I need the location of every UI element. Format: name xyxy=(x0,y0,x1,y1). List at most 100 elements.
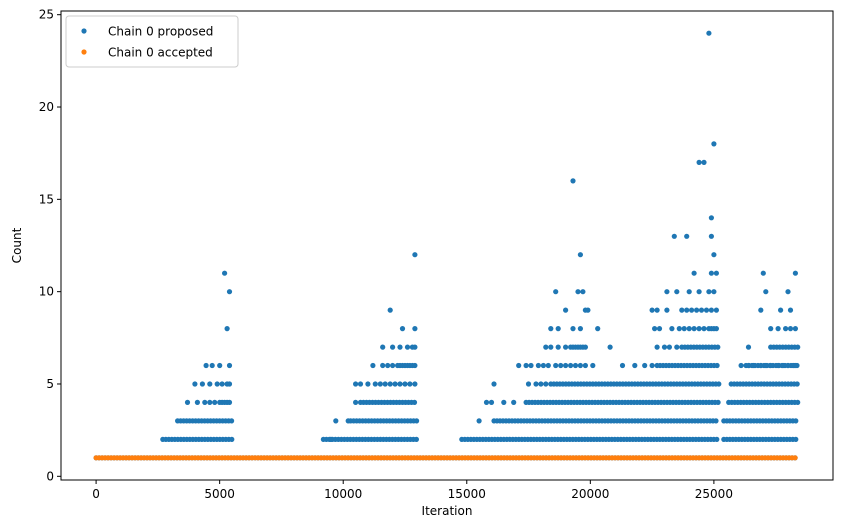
data-point xyxy=(716,381,722,387)
data-point xyxy=(676,326,682,332)
data-point xyxy=(654,344,660,350)
data-point xyxy=(664,307,670,313)
data-point xyxy=(681,326,687,332)
data-point xyxy=(708,270,715,276)
data-point xyxy=(412,344,418,350)
data-point xyxy=(745,344,752,350)
y-tick-label: 5 xyxy=(46,377,54,391)
data-point xyxy=(399,326,406,332)
data-point xyxy=(538,381,544,387)
data-point xyxy=(666,344,673,350)
data-point xyxy=(528,362,534,369)
data-point xyxy=(385,362,391,369)
data-point xyxy=(412,362,418,369)
legend: Chain 0 proposed Chain 0 accepted xyxy=(65,15,239,68)
data-point xyxy=(570,178,576,184)
data-point xyxy=(548,326,554,332)
data-point xyxy=(689,307,695,313)
data-point xyxy=(792,270,799,276)
data-point xyxy=(706,289,712,295)
data-point xyxy=(686,289,692,295)
data-point xyxy=(365,381,371,387)
data-point xyxy=(671,233,677,239)
data-point xyxy=(780,362,786,369)
data-point xyxy=(397,344,403,350)
data-point xyxy=(775,326,781,332)
data-point xyxy=(553,362,559,369)
data-point xyxy=(696,159,702,165)
data-point xyxy=(696,326,702,332)
legend-label-accepted: Chain 0 accepted xyxy=(108,46,213,60)
data-point xyxy=(577,326,584,332)
data-point xyxy=(778,307,784,313)
data-point xyxy=(642,362,648,369)
data-point xyxy=(785,362,791,369)
data-point xyxy=(212,399,218,405)
x-tick-label: 20000 xyxy=(571,487,609,501)
data-point xyxy=(516,362,522,369)
data-point xyxy=(654,307,660,313)
x-tick-label: 5000 xyxy=(204,487,235,501)
data-point xyxy=(412,252,418,258)
data-point xyxy=(387,381,393,387)
data-point xyxy=(701,326,707,332)
data-point xyxy=(785,289,791,295)
data-point xyxy=(226,399,233,405)
y-axis-label: Count xyxy=(10,227,24,263)
y-tick-label: 20 xyxy=(39,100,54,114)
data-point xyxy=(715,399,721,405)
data-point xyxy=(226,289,233,295)
series-1 xyxy=(93,455,798,461)
data-point xyxy=(669,326,675,332)
data-point xyxy=(713,326,720,332)
data-point xyxy=(664,289,670,295)
data-point xyxy=(585,307,591,313)
data-point xyxy=(202,399,208,405)
data-point xyxy=(607,344,613,350)
data-point xyxy=(199,381,205,387)
data-point xyxy=(397,381,403,387)
data-point xyxy=(555,326,561,332)
data-point xyxy=(192,381,198,387)
data-point xyxy=(714,362,720,369)
data-point xyxy=(412,381,418,387)
data-point xyxy=(590,362,596,369)
data-point xyxy=(226,381,233,387)
data-point xyxy=(792,362,799,369)
data-point xyxy=(708,233,715,239)
data-point xyxy=(715,344,721,350)
data-point xyxy=(387,307,393,313)
data-point xyxy=(763,362,769,369)
data-point xyxy=(563,362,569,369)
data-point xyxy=(535,362,542,369)
data-point xyxy=(412,326,418,332)
data-point xyxy=(540,362,547,369)
data-point xyxy=(563,344,569,350)
data-point xyxy=(661,344,668,350)
legend-label-proposed: Chain 0 proposed xyxy=(108,25,213,39)
data-point xyxy=(207,381,213,387)
data-point xyxy=(372,381,378,387)
legend-marker-proposed xyxy=(81,28,87,34)
data-point xyxy=(686,326,692,332)
data-point xyxy=(745,362,752,369)
data-point xyxy=(595,326,601,332)
data-point xyxy=(488,399,495,405)
data-point xyxy=(792,326,799,332)
data-point xyxy=(229,418,235,424)
x-tick-label: 15000 xyxy=(448,487,486,501)
data-point xyxy=(711,141,717,147)
data-point xyxy=(203,362,209,369)
data-point xyxy=(558,362,564,369)
data-point xyxy=(214,381,220,387)
data-point xyxy=(674,344,680,350)
data-point xyxy=(328,436,334,442)
data-point xyxy=(703,307,710,313)
data-point xyxy=(555,344,561,350)
data-point xyxy=(575,289,581,295)
data-point xyxy=(619,362,626,369)
data-point xyxy=(698,307,705,313)
data-point xyxy=(674,289,680,295)
data-point xyxy=(713,307,720,313)
